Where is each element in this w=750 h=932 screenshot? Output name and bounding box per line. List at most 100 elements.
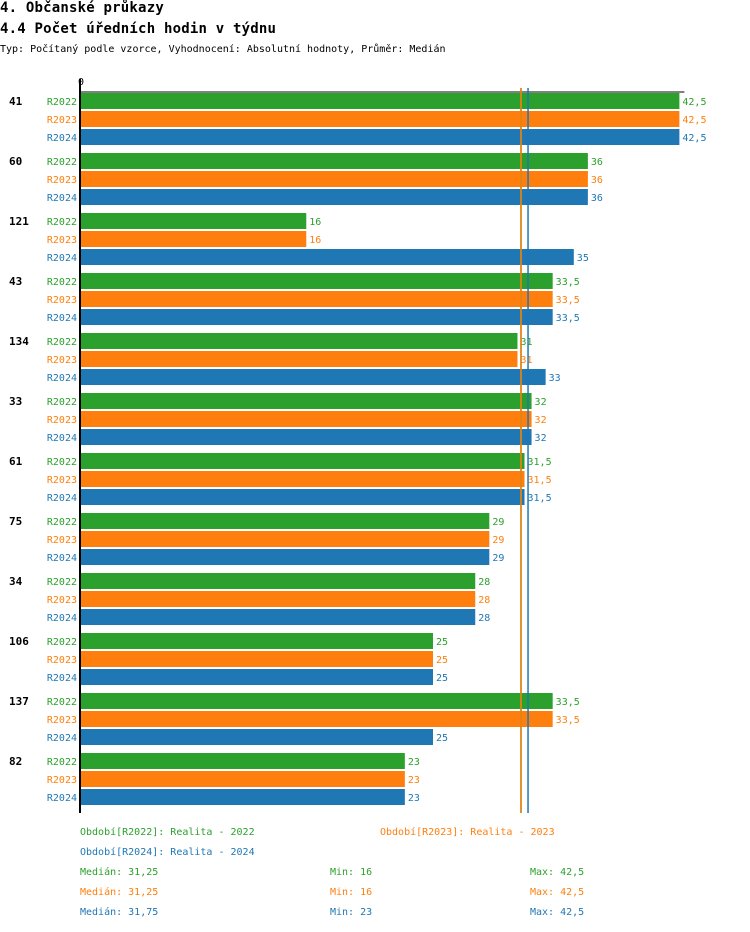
series-label: R2022 xyxy=(47,697,77,708)
max-stat: Max: 42,5 xyxy=(530,887,585,898)
data-label: 23 xyxy=(408,793,420,804)
data-label: 29 xyxy=(492,535,504,546)
data-label: 42,5 xyxy=(682,133,706,144)
data-label: 36 xyxy=(591,175,603,186)
median-stat: Medián: 31,25 xyxy=(80,867,159,878)
bar xyxy=(81,609,476,625)
data-label: 33,5 xyxy=(556,313,580,324)
legend-entry: Období[R2022]: Realita - 2022 xyxy=(80,827,255,838)
data-label: 25 xyxy=(436,655,448,666)
series-label: R2023 xyxy=(47,535,77,546)
bar xyxy=(81,573,476,589)
bar xyxy=(81,411,532,427)
data-label: 36 xyxy=(591,193,603,204)
series-label: R2022 xyxy=(47,457,77,468)
series-label: R2024 xyxy=(47,793,77,804)
series-label: R2024 xyxy=(47,253,77,264)
bar xyxy=(81,171,588,187)
data-label: 42,5 xyxy=(682,115,706,126)
data-label: 29 xyxy=(492,553,504,564)
bar xyxy=(81,711,553,727)
data-label: 31,5 xyxy=(528,493,552,504)
series-label: R2022 xyxy=(47,757,77,768)
bar xyxy=(81,489,525,505)
bar xyxy=(81,549,490,565)
series-label: R2022 xyxy=(47,337,77,348)
bar xyxy=(81,591,476,607)
data-label: 28 xyxy=(478,595,490,606)
series-label: R2023 xyxy=(47,235,77,246)
data-label: 32 xyxy=(535,415,547,426)
data-label: 31 xyxy=(520,355,532,366)
bar xyxy=(81,651,433,667)
series-label: R2023 xyxy=(47,295,77,306)
data-label: 25 xyxy=(436,637,448,648)
series-label: R2022 xyxy=(47,157,77,168)
category-label: 134 xyxy=(9,335,29,348)
series-label: R2023 xyxy=(47,115,77,126)
bar xyxy=(81,111,680,127)
data-label: 32 xyxy=(535,433,547,444)
series-label: R2023 xyxy=(47,415,77,426)
data-label: 33 xyxy=(549,373,561,384)
series-label: R2022 xyxy=(47,577,77,588)
series-label: R2024 xyxy=(47,133,77,144)
max-stat: Max: 42,5 xyxy=(530,907,585,918)
bar xyxy=(81,153,588,169)
data-label: 33,5 xyxy=(556,697,580,708)
bar xyxy=(81,93,680,109)
data-label: 16 xyxy=(309,235,321,246)
chart-title: 4.4 Počet úředních hodin v týdnu xyxy=(0,21,277,37)
data-label: 42,5 xyxy=(682,97,706,108)
median-stat: Medián: 31,25 xyxy=(80,887,159,898)
bar xyxy=(81,369,546,385)
bar xyxy=(81,531,490,547)
series-label: R2024 xyxy=(47,673,77,684)
bar xyxy=(81,393,532,409)
series-label: R2022 xyxy=(47,277,77,288)
series-label: R2023 xyxy=(47,175,77,186)
series-label: R2024 xyxy=(47,373,77,384)
series-label: R2022 xyxy=(47,97,77,108)
data-label: 25 xyxy=(436,733,448,744)
median-stat: Medián: 31,75 xyxy=(80,907,159,918)
series-label: R2023 xyxy=(47,775,77,786)
bar xyxy=(81,789,405,805)
bar xyxy=(81,213,307,229)
series-label: R2023 xyxy=(47,595,77,606)
series-label: R2022 xyxy=(47,637,77,648)
bar-chart: 041R202242,5R202342,5R202442,560R202236R… xyxy=(9,77,706,813)
series-label: R2022 xyxy=(47,217,77,228)
series-label: R2024 xyxy=(47,493,77,504)
category-label: 106 xyxy=(9,635,29,648)
data-label: 23 xyxy=(408,757,420,768)
data-label: 33,5 xyxy=(556,715,580,726)
bar xyxy=(81,231,307,247)
bar xyxy=(81,633,433,649)
category-label: 60 xyxy=(9,155,22,168)
series-label: R2023 xyxy=(47,715,77,726)
bar xyxy=(81,453,525,469)
bar xyxy=(81,189,588,205)
bar xyxy=(81,333,518,349)
category-label: 33 xyxy=(9,395,22,408)
bar xyxy=(81,249,574,265)
data-label: 33,5 xyxy=(556,295,580,306)
series-label: R2024 xyxy=(47,433,77,444)
bar xyxy=(81,429,532,445)
series-label: R2024 xyxy=(47,313,77,324)
data-label: 31,5 xyxy=(528,475,552,486)
chart-description: Typ: Počítaný podle vzorce, Vyhodnocení:… xyxy=(0,44,446,55)
data-label: 29 xyxy=(492,517,504,528)
bar xyxy=(81,351,518,367)
bar xyxy=(81,309,553,325)
series-label: R2023 xyxy=(47,355,77,366)
series-label: R2024 xyxy=(47,553,77,564)
data-label: 28 xyxy=(478,577,490,588)
category-label: 43 xyxy=(9,275,22,288)
category-label: 75 xyxy=(9,515,22,528)
min-stat: Min: 16 xyxy=(330,887,373,898)
data-label: 31 xyxy=(520,337,532,348)
bar xyxy=(81,729,433,745)
data-label: 23 xyxy=(408,775,420,786)
